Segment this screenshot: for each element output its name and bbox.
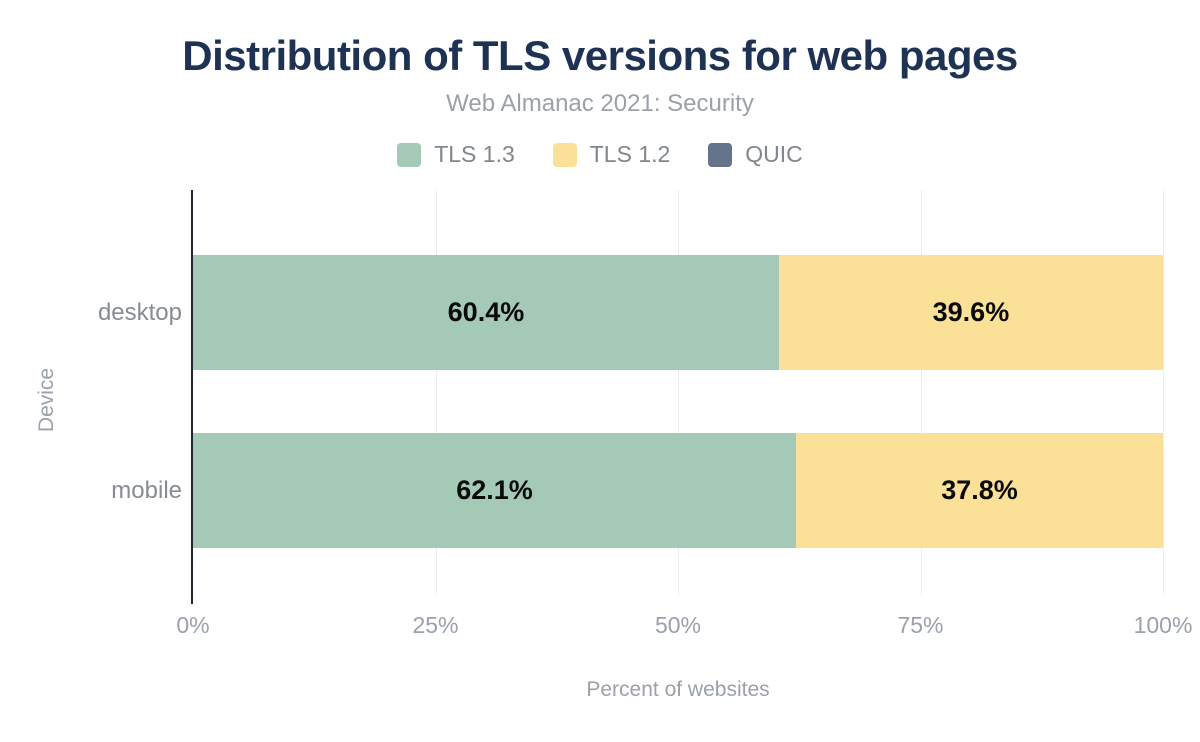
legend-label: TLS 1.3	[434, 141, 515, 167]
bar-segment-mobile-tls-1-3: 62.1%	[193, 433, 796, 548]
bar-segment-desktop-tls-1-2: 39.6%	[778, 255, 1163, 370]
x-axis-zero-tick	[191, 595, 193, 604]
x-tick-label: 75%	[897, 612, 944, 638]
legend-swatch-icon	[397, 142, 422, 167]
bar-segment-label: 62.1%	[456, 475, 533, 505]
legend-item: QUIC	[708, 141, 803, 168]
bar-row-mobile: 62.1% 37.8%	[193, 433, 1163, 548]
bar-segment-label: 60.4%	[447, 297, 525, 327]
chart-legend: TLS 1.3 TLS 1.2 QUIC	[0, 141, 1200, 168]
bar-segment-desktop-tls-1-3: 60.4%	[193, 255, 779, 370]
legend-swatch-icon	[708, 142, 733, 167]
legend-label: QUIC	[745, 141, 803, 167]
legend-item: TLS 1.3	[397, 141, 515, 168]
x-axis-title: Percent of websites	[586, 678, 770, 701]
legend-swatch-icon	[552, 142, 577, 167]
bar-segment-label: 37.8%	[941, 475, 1018, 505]
x-tick-label: 25%	[412, 612, 459, 638]
y-category-label-desktop: desktop	[97, 298, 182, 326]
gridline	[1163, 190, 1164, 595]
x-tick-label: 50%	[654, 612, 702, 638]
bar-segment-label: 39.6%	[932, 297, 1010, 327]
plot-area: 60.4% 39.6% 62.1% 37.8%	[191, 190, 1164, 604]
gridline	[920, 190, 922, 595]
x-tick-label: 100%	[1133, 612, 1193, 638]
gridline	[435, 190, 437, 595]
y-category-label-mobile: mobile	[111, 476, 182, 504]
bar-segment-mobile-tls-1-2: 37.8%	[795, 433, 1163, 548]
chart-subtitle: Web Almanac 2021: Security	[446, 90, 754, 117]
gridline	[678, 190, 679, 595]
y-axis-title: Device	[35, 367, 58, 433]
bar-row-desktop: 60.4% 39.6%	[193, 255, 1163, 370]
x-tick-label: 0%	[176, 612, 210, 638]
legend-item: TLS 1.2	[552, 141, 671, 168]
legend-label: TLS 1.2	[589, 141, 671, 167]
chart-title: Distribution of TLS versions for web pag…	[182, 32, 1018, 79]
y-axis-line	[191, 190, 193, 595]
